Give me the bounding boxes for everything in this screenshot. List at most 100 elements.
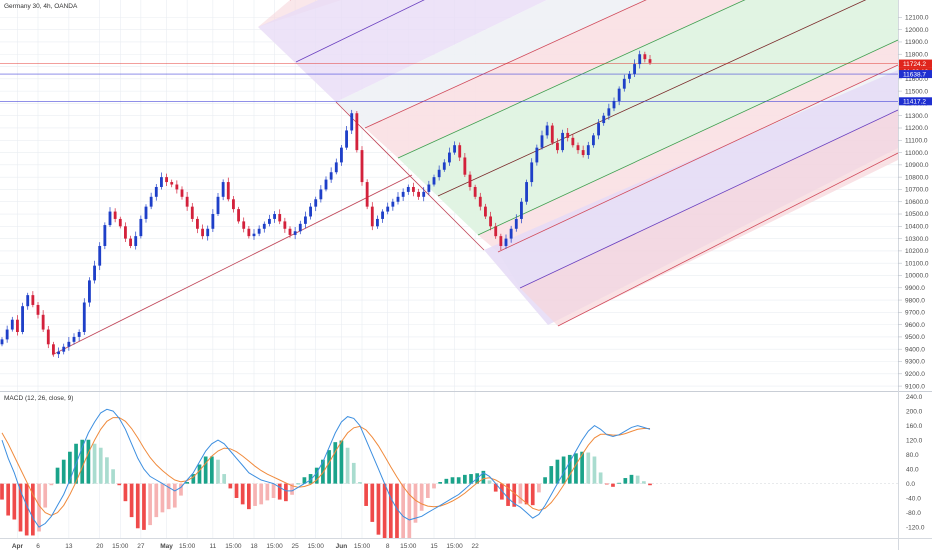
macd-histogram-bar — [296, 483, 301, 485]
pitchfork-line-green-b — [477, 39, 898, 236]
candle-body — [21, 306, 24, 333]
macd-histogram-bar — [0, 483, 4, 500]
candle-body — [607, 108, 611, 116]
y-tick-label: 9900.0 — [905, 285, 925, 292]
macd-histogram-bar — [302, 477, 307, 484]
y-tick-label: 11900.0 — [905, 39, 928, 46]
y-tick-label: 9300.0 — [905, 359, 925, 366]
pitchfork-zone-grey-top — [336, 0, 646, 128]
y-tick-label: 11600.0 — [905, 76, 928, 83]
macd-histogram-bar — [80, 439, 85, 484]
macd-histogram-bar — [135, 483, 140, 529]
macd-histogram-bar — [216, 459, 220, 484]
pitchfork-zone-red2 — [478, 40, 898, 252]
macd-histogram-bar — [55, 467, 60, 484]
candle-body — [648, 59, 652, 63]
macd-histogram-bar — [407, 483, 412, 538]
candle-body — [16, 319, 19, 333]
candle-body — [401, 191, 405, 197]
pitchfork-channels — [51, 0, 898, 356]
candle-body — [149, 196, 153, 207]
y-tick-label: 10800.0 — [905, 174, 929, 181]
macd-histogram-bar — [253, 483, 257, 506]
candle-body — [628, 73, 631, 79]
pitchfork-median — [437, 0, 867, 197]
candle-body — [77, 332, 81, 337]
macd-histogram-bar — [370, 483, 375, 522]
candle-body — [288, 228, 292, 235]
macd-histogram-bar — [487, 480, 492, 484]
macd-histogram-bar — [339, 440, 344, 484]
macd-histogram-bar — [203, 456, 208, 484]
macd-histogram-bar — [506, 483, 510, 506]
candle-body — [283, 221, 287, 229]
candle-body — [365, 182, 369, 207]
y-tick-label: 9500.0 — [905, 334, 925, 341]
candle-body — [370, 206, 374, 227]
candle-body — [175, 184, 179, 190]
macd-histogram-bar — [450, 477, 455, 484]
x-tick-label: 15:00 — [266, 543, 283, 550]
macd-histogram-bar — [629, 474, 634, 484]
x-tick-label: 8 — [386, 543, 390, 550]
macd-histogram-bar — [623, 478, 628, 484]
macd-histogram-bar — [308, 474, 313, 484]
macd-histogram-bar — [284, 483, 288, 502]
candle-body — [571, 137, 575, 146]
x-tick-label: 27 — [137, 543, 145, 550]
macd-histogram-bar — [493, 483, 498, 492]
candle-body — [432, 177, 436, 185]
candle-body — [484, 206, 487, 217]
x-tick-label: Jun — [336, 543, 348, 550]
candle-body — [304, 216, 307, 224]
y-tick-label: 12000.0 — [905, 27, 929, 34]
macd-histogram-bar — [469, 474, 473, 484]
macd-histogram-bar — [351, 462, 356, 484]
candle-body — [525, 182, 528, 202]
candle-body — [26, 295, 30, 307]
pitchfork-line-red-b — [497, 64, 898, 253]
y-tick-label: 9800.0 — [905, 297, 925, 304]
pitchfork-zone-purple-top — [258, 0, 547, 102]
candle-body — [617, 88, 621, 101]
macd-histogram-bar — [648, 483, 652, 486]
candle-body — [514, 218, 518, 229]
macd-histogram-bar — [142, 483, 146, 530]
macd-histogram-bar — [333, 442, 338, 484]
candle-body — [237, 209, 240, 222]
x-tick-label: 15:00 — [354, 543, 371, 550]
candle-body — [154, 186, 158, 197]
candle-body — [638, 54, 642, 65]
macd-histogram-bar — [592, 456, 597, 484]
candle-body — [273, 214, 276, 219]
candle-body — [88, 280, 91, 303]
macd-histogram-bar — [18, 483, 23, 532]
candle-body — [98, 245, 102, 266]
candle-body — [314, 199, 318, 207]
macd-histogram-bar — [314, 467, 319, 484]
macd-histogram-bar — [598, 472, 603, 484]
candle-body — [139, 218, 143, 237]
y-tick-label: 10100.0 — [905, 260, 929, 267]
macd-histogram-bar — [345, 447, 350, 484]
x-tick-label: 11 — [209, 543, 216, 550]
y-tick-label: 10500.0 — [905, 211, 929, 218]
candle-body — [196, 218, 199, 229]
candle-body — [82, 302, 86, 333]
macd-histogram-bar — [388, 483, 393, 538]
y-tick-label: 10600.0 — [905, 199, 929, 206]
macd-histogram-bar — [444, 478, 449, 484]
macd-tick-label: 240.0 — [906, 394, 923, 401]
candle-body — [345, 130, 348, 148]
macd-histogram-bar — [111, 469, 115, 484]
candle-body — [329, 172, 333, 180]
candle-body — [134, 236, 138, 246]
candle-body — [36, 304, 40, 315]
candle-body — [540, 135, 544, 148]
candle-body — [232, 199, 235, 210]
candle-body — [530, 162, 534, 183]
macd-histogram-bar — [382, 483, 387, 538]
candle-body — [494, 226, 498, 237]
y-tick-label: 10300.0 — [905, 236, 929, 243]
candle-body — [520, 201, 523, 219]
